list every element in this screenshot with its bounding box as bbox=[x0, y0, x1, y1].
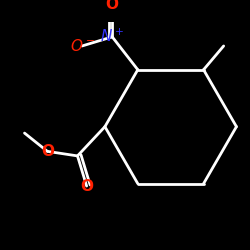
Text: $O^-$: $O^-$ bbox=[70, 38, 94, 54]
Text: $N^+$: $N^+$ bbox=[100, 28, 124, 46]
Text: O: O bbox=[106, 0, 119, 12]
Text: O: O bbox=[41, 144, 54, 159]
Text: O: O bbox=[80, 178, 93, 194]
